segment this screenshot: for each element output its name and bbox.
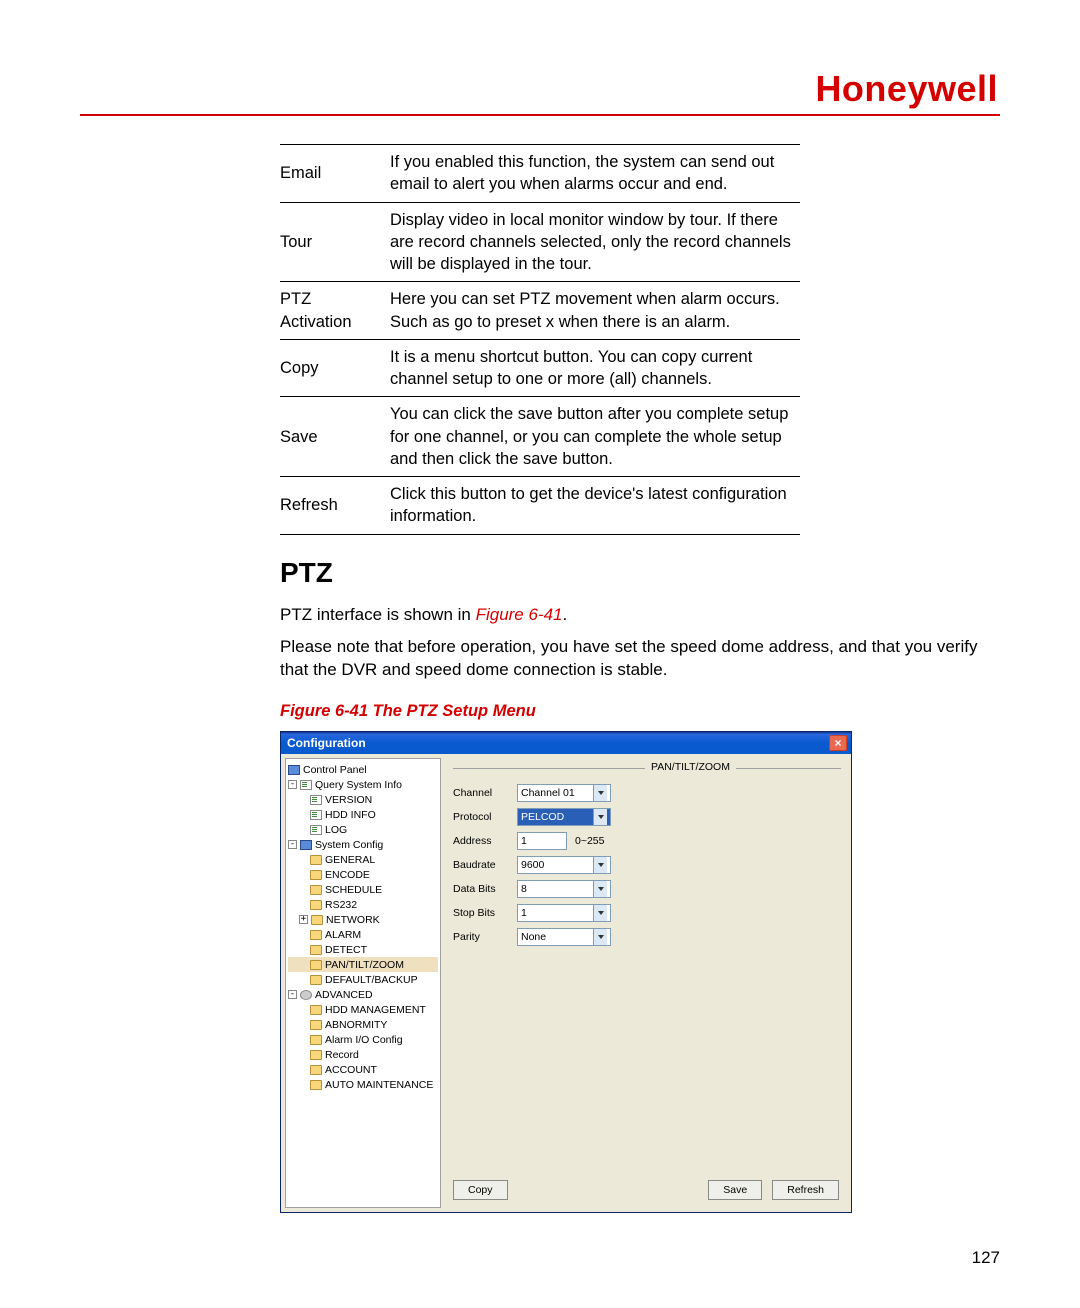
tree-version[interactable]: VERSION <box>288 792 438 807</box>
tree-detect[interactable]: DETECT <box>288 942 438 957</box>
intro-text-pre: PTZ interface is shown in <box>280 605 476 624</box>
channel-label: Channel <box>453 787 517 799</box>
table-row: EmailIf you enabled this function, the s… <box>280 145 800 203</box>
protocol-select[interactable]: PELCOD <box>517 808 611 826</box>
baudrate-select[interactable]: 9600 <box>517 856 611 874</box>
table-term: Save <box>280 397 390 477</box>
parameter-table: EmailIf you enabled this function, the s… <box>280 144 800 535</box>
address-label: Address <box>453 835 517 847</box>
channel-select[interactable]: Channel 01 <box>517 784 611 802</box>
protocol-label: Protocol <box>453 811 517 823</box>
window-titlebar: Configuration × <box>281 732 851 754</box>
close-icon[interactable]: × <box>829 735 847 751</box>
tree-ptz[interactable]: PAN/TILT/ZOOM <box>288 957 438 972</box>
tree-schedule[interactable]: SCHEDULE <box>288 882 438 897</box>
chevron-down-icon[interactable] <box>593 857 607 873</box>
table-term: Tour <box>280 202 390 282</box>
figure-link[interactable]: Figure 6-41 <box>476 605 563 624</box>
config-window: Configuration × Control Panel -Query Sys… <box>280 731 852 1213</box>
table-desc: Click this button to get the device's la… <box>390 477 800 535</box>
tree-alarm-io[interactable]: Alarm I/O Config <box>288 1032 438 1047</box>
tree-advanced[interactable]: -ADVANCED <box>288 987 438 1002</box>
baudrate-label: Baudrate <box>453 859 517 871</box>
refresh-button[interactable]: Refresh <box>772 1180 839 1200</box>
tree-record[interactable]: Record <box>288 1047 438 1062</box>
table-desc: You can click the save button after you … <box>390 397 800 477</box>
stopbits-label: Stop Bits <box>453 907 517 919</box>
tree-network[interactable]: +NETWORK <box>288 912 438 927</box>
parity-label: Parity <box>453 931 517 943</box>
table-row: SaveYou can click the save button after … <box>280 397 800 477</box>
header-divider <box>80 114 1000 116</box>
tree-hdd-mgmt[interactable]: HDD MANAGEMENT <box>288 1002 438 1017</box>
tree-alarm[interactable]: ALARM <box>288 927 438 942</box>
config-panel: PAN/TILT/ZOOM Channel Channel 01 Protoco… <box>441 754 851 1212</box>
section-heading: PTZ <box>280 557 1000 589</box>
table-desc: It is a menu shortcut button. You can co… <box>390 339 800 397</box>
tree-abnormity[interactable]: ABNORMITY <box>288 1017 438 1032</box>
figure-caption: Figure 6-41 The PTZ Setup Menu <box>280 702 1000 721</box>
tree-default-backup[interactable]: DEFAULT/BACKUP <box>288 972 438 987</box>
table-term: Refresh <box>280 477 390 535</box>
tree-system-config[interactable]: -System Config <box>288 837 438 852</box>
table-desc: If you enabled this function, the system… <box>390 145 800 203</box>
table-desc: Here you can set PTZ movement when alarm… <box>390 282 800 340</box>
chevron-down-icon[interactable] <box>593 929 607 945</box>
table-row: RefreshClick this button to get the devi… <box>280 477 800 535</box>
chevron-down-icon[interactable] <box>593 809 607 825</box>
tree-general[interactable]: GENERAL <box>288 852 438 867</box>
intro-text-post: . <box>563 605 568 624</box>
chevron-down-icon[interactable] <box>593 881 607 897</box>
save-button[interactable]: Save <box>708 1180 762 1200</box>
table-row: PTZ ActivationHere you can set PTZ movem… <box>280 282 800 340</box>
copy-button[interactable]: Copy <box>453 1180 508 1200</box>
group-title: PAN/TILT/ZOOM <box>453 762 841 774</box>
table-row: CopyIt is a menu shortcut button. You ca… <box>280 339 800 397</box>
databits-select[interactable]: 8 <box>517 880 611 898</box>
table-term: PTZ Activation <box>280 282 390 340</box>
address-range: 0~255 <box>575 835 605 847</box>
table-desc: Display video in local monitor window by… <box>390 202 800 282</box>
table-term: Copy <box>280 339 390 397</box>
tree-auto-maint[interactable]: AUTO MAINTENANCE <box>288 1077 438 1092</box>
chevron-down-icon[interactable] <box>593 785 607 801</box>
address-input[interactable] <box>517 832 567 850</box>
tree-account[interactable]: ACCOUNT <box>288 1062 438 1077</box>
tree-query-sysinfo[interactable]: -Query System Info <box>288 777 438 792</box>
brand-logo: Honeywell <box>80 68 1000 110</box>
stopbits-select[interactable]: 1 <box>517 904 611 922</box>
tree-rs232[interactable]: RS232 <box>288 897 438 912</box>
tree-log[interactable]: LOG <box>288 822 438 837</box>
databits-label: Data Bits <box>453 883 517 895</box>
intro-paragraph: PTZ interface is shown in Figure 6-41. <box>280 603 1000 627</box>
nav-tree[interactable]: Control Panel -Query System Info VERSION… <box>285 758 441 1208</box>
table-row: TourDisplay video in local monitor windo… <box>280 202 800 282</box>
parity-select[interactable]: None <box>517 928 611 946</box>
window-title: Configuration <box>287 736 366 750</box>
table-term: Email <box>280 145 390 203</box>
note-paragraph: Please note that before operation, you h… <box>280 635 1000 683</box>
chevron-down-icon[interactable] <box>593 905 607 921</box>
tree-control-panel[interactable]: Control Panel <box>288 762 438 777</box>
tree-hdd-info[interactable]: HDD INFO <box>288 807 438 822</box>
tree-encode[interactable]: ENCODE <box>288 867 438 882</box>
page-number: 127 <box>972 1248 1000 1268</box>
